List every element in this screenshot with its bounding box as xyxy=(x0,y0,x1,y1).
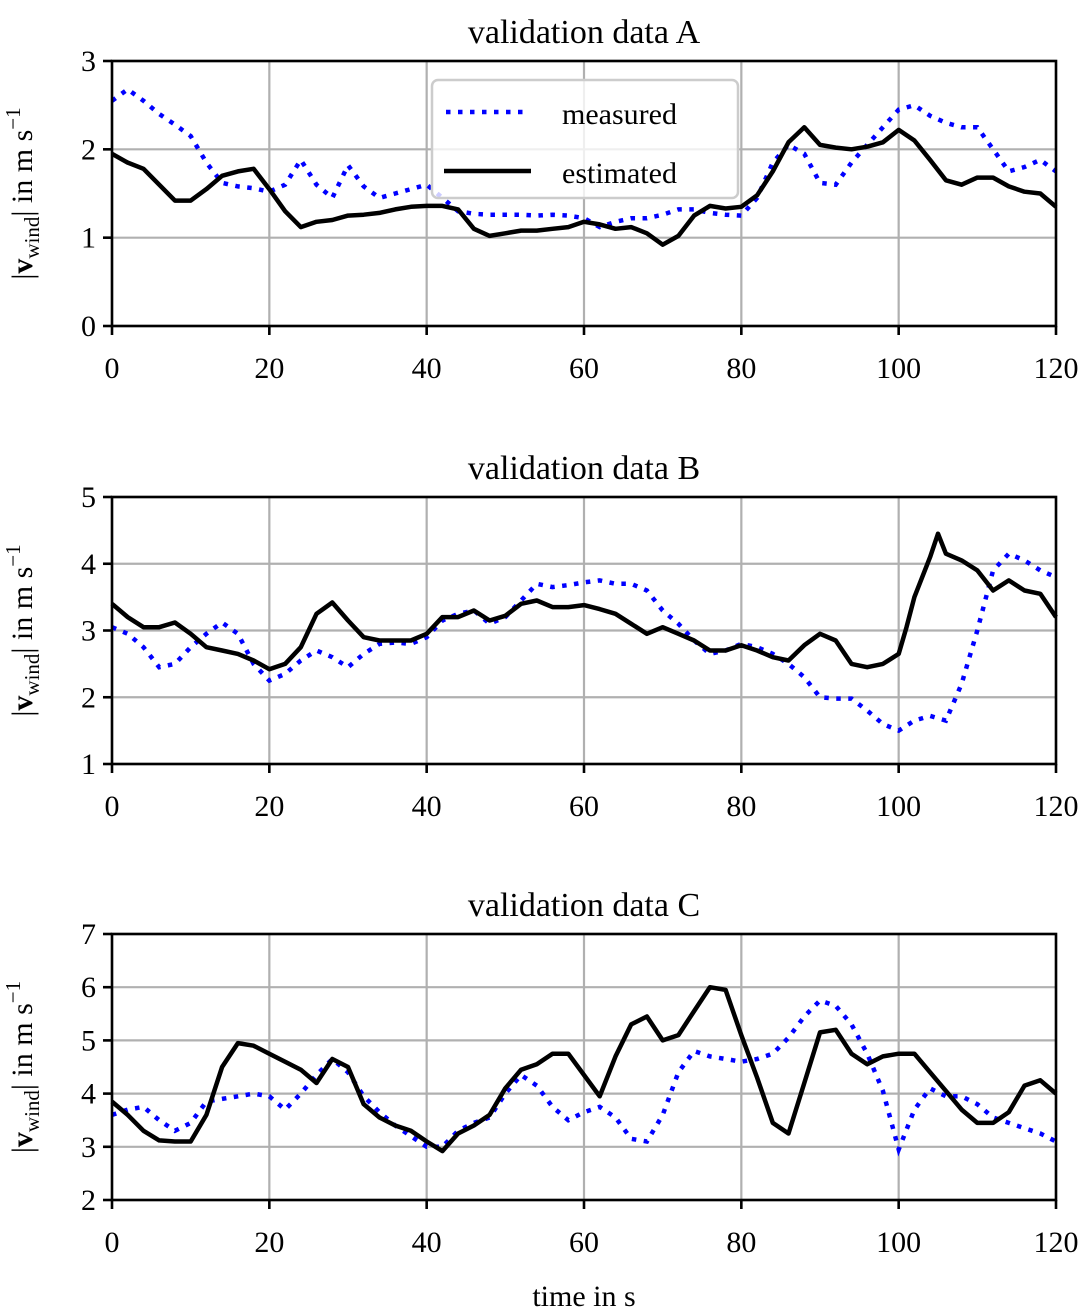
y-tick-label: 5 xyxy=(81,481,96,514)
x-tick-label: 80 xyxy=(726,790,756,823)
y-tick-label: 2 xyxy=(81,1184,96,1217)
subplot-b: 0 20 40 60 80 100 120 1 2 3 4 5 validation data B |vw… xyxy=(1,450,1079,823)
x-tick-label: 100 xyxy=(876,790,921,823)
series-line-estimated xyxy=(110,531,1058,672)
legend-label-estimated: estimated xyxy=(562,157,677,190)
y-tick-label: 7 xyxy=(81,918,96,951)
x-tick-label: 20 xyxy=(254,352,284,385)
legend: measured estimated xyxy=(430,78,740,200)
x-tick-label: 60 xyxy=(569,352,599,385)
subplot-a: 0 20 40 60 80 100 120 0 1 2 3 validation data A |vwi… xyxy=(1,14,1079,385)
x-tick-label: 100 xyxy=(876,352,921,385)
x-tick-label: 120 xyxy=(1034,352,1079,385)
legend-label-measured: measured xyxy=(562,98,677,131)
x-tick-label: 60 xyxy=(569,790,599,823)
x-tick-label: 100 xyxy=(876,1226,921,1259)
x-tick-label: 0 xyxy=(105,790,120,823)
y-axis-label: |vwind| in m s−1 xyxy=(1,981,44,1153)
x-tick-label: 80 xyxy=(726,352,756,385)
series-line-measured xyxy=(111,997,1058,1157)
x-tick-label: 120 xyxy=(1034,1226,1079,1259)
y-tick-label: 1 xyxy=(81,222,96,255)
y-tick-label: 3 xyxy=(81,45,96,78)
chart-title: validation data A xyxy=(468,14,701,51)
x-tick-label: 20 xyxy=(254,1226,284,1259)
x-tick-label: 120 xyxy=(1034,790,1079,823)
x-tick-label: 40 xyxy=(412,790,442,823)
y-tick-label: 5 xyxy=(81,1024,96,1057)
y-tick-label: 6 xyxy=(81,971,96,1004)
y-axis-label: |vwind| in m s−1 xyxy=(1,107,44,279)
chart-title: validation data C xyxy=(468,887,700,924)
x-tick-label: 60 xyxy=(569,1226,599,1259)
y-tick-label: 2 xyxy=(81,133,96,166)
y-tick-label: 4 xyxy=(81,548,96,581)
x-tick-label: 40 xyxy=(412,352,442,385)
y-axis-label: |vwind| in m s−1 xyxy=(1,544,44,716)
y-tick-label: 3 xyxy=(81,615,96,648)
x-tick-label: 0 xyxy=(105,1226,120,1259)
y-tick-label: 3 xyxy=(81,1131,96,1164)
y-tick-label: 4 xyxy=(81,1078,96,1111)
x-tick-label: 40 xyxy=(412,1226,442,1259)
y-tick-label: 0 xyxy=(81,310,96,343)
x-tick-label: 0 xyxy=(105,352,120,385)
chart-title: validation data B xyxy=(468,450,700,487)
x-tick-label: 20 xyxy=(254,790,284,823)
y-tick-label: 2 xyxy=(81,681,96,714)
y-tick-label: 1 xyxy=(81,748,96,781)
subplot-c: 0 20 40 60 80 100 120 2 3 4 5 6 7 validation data C |v… xyxy=(1,887,1079,1312)
legend-box xyxy=(430,78,740,200)
series-line-estimated xyxy=(110,984,1058,1154)
series-line-estimated xyxy=(110,125,1058,247)
x-tick-label: 80 xyxy=(726,1226,756,1259)
series-line-measured xyxy=(111,551,1057,734)
x-axis-label: time in s xyxy=(532,1280,635,1312)
series-line-measured xyxy=(110,86,1058,230)
